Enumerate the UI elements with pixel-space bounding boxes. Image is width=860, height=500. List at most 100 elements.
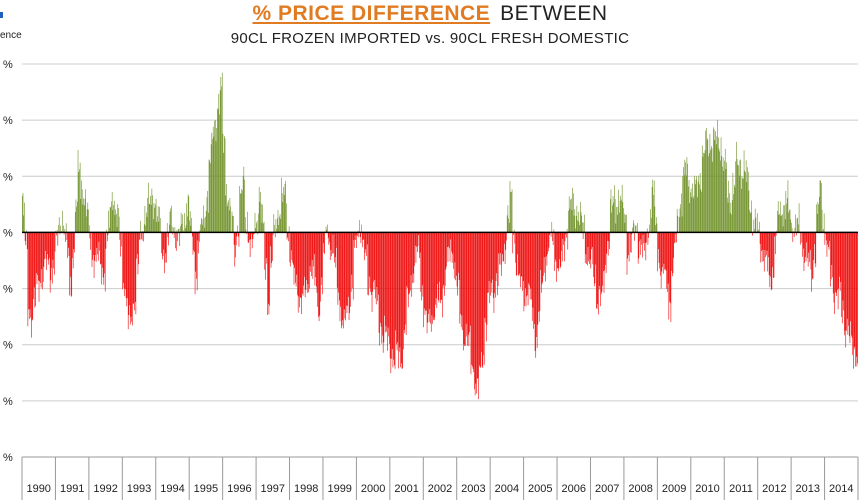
data-bar xyxy=(549,232,550,236)
data-bar xyxy=(689,202,691,233)
data-bar xyxy=(856,232,858,367)
data-bar xyxy=(30,232,31,318)
data-bar xyxy=(266,232,268,264)
x-tick-label: 2010 xyxy=(695,483,719,495)
data-bar xyxy=(518,232,520,276)
data-bar xyxy=(88,209,89,233)
data-bar xyxy=(267,232,268,316)
data-bar xyxy=(674,232,676,243)
data-bar xyxy=(305,232,307,290)
data-bar xyxy=(208,159,210,233)
data-bar xyxy=(449,232,450,249)
data-bar xyxy=(174,227,176,233)
data-bar xyxy=(469,232,470,333)
data-bar xyxy=(134,232,136,302)
data-bar xyxy=(617,206,619,233)
data-bar xyxy=(39,232,41,282)
data-bar xyxy=(206,197,208,233)
data-bar xyxy=(527,232,529,306)
data-bar xyxy=(336,232,337,248)
data-bar xyxy=(463,232,465,344)
data-bar xyxy=(232,215,233,233)
data-bar xyxy=(209,160,210,233)
data-bar xyxy=(508,218,509,233)
data-bar xyxy=(731,200,733,233)
data-bar xyxy=(750,212,752,233)
data-bar xyxy=(419,232,420,259)
data-bar xyxy=(426,232,427,311)
data-bar xyxy=(362,232,364,240)
data-bar xyxy=(203,218,205,233)
data-bar xyxy=(559,232,561,269)
data-bar xyxy=(603,232,604,272)
data-bar xyxy=(63,225,64,233)
data-bar xyxy=(667,232,669,284)
data-bar xyxy=(185,225,187,233)
data-bar xyxy=(510,191,511,233)
data-bar xyxy=(131,232,132,322)
data-bar xyxy=(192,232,194,255)
data-bar xyxy=(51,232,52,269)
data-bar xyxy=(497,232,499,287)
data-bar xyxy=(318,232,320,322)
data-bar xyxy=(524,232,525,306)
data-bar xyxy=(809,232,810,263)
data-bar xyxy=(610,189,612,233)
data-bar xyxy=(669,232,670,302)
data-bar xyxy=(272,232,274,235)
x-tick-label: 2012 xyxy=(762,483,786,495)
data-bar xyxy=(166,232,167,263)
data-bar xyxy=(733,194,734,233)
data-bar xyxy=(322,232,323,295)
data-bar xyxy=(670,232,672,323)
data-bar xyxy=(485,232,486,323)
data-bar xyxy=(371,232,373,313)
data-bar xyxy=(698,175,700,233)
data-bar xyxy=(605,232,606,265)
data-bar xyxy=(628,232,629,256)
data-bar xyxy=(337,232,339,305)
data-bar xyxy=(149,203,151,233)
data-bar xyxy=(834,232,835,315)
data-bar xyxy=(846,232,848,319)
data-bar xyxy=(768,232,770,276)
data-bar xyxy=(759,221,760,233)
data-bar xyxy=(173,227,174,233)
data-bar xyxy=(327,232,329,238)
data-bar xyxy=(294,232,295,268)
x-tick-label: 2002 xyxy=(428,483,452,495)
data-bar xyxy=(272,232,273,261)
data-bar xyxy=(437,232,438,284)
data-bar xyxy=(383,232,385,343)
data-bar xyxy=(755,217,757,233)
data-bar xyxy=(283,195,285,233)
data-bar xyxy=(93,232,94,256)
data-bar xyxy=(161,232,162,254)
data-bar xyxy=(809,232,811,250)
data-bar xyxy=(40,232,42,288)
data-bar xyxy=(175,232,176,249)
data-bar xyxy=(802,232,804,249)
data-bar xyxy=(355,232,357,236)
data-bar xyxy=(658,232,659,250)
data-bar xyxy=(380,232,382,327)
data-bar xyxy=(671,232,672,271)
data-bar xyxy=(582,232,584,239)
data-bar xyxy=(749,210,750,233)
data-bar xyxy=(115,209,116,233)
data-bar xyxy=(521,232,523,277)
data-bar xyxy=(396,232,397,345)
data-bar xyxy=(405,232,407,335)
data-bar xyxy=(627,232,628,259)
data-bar xyxy=(737,164,739,233)
data-bar xyxy=(381,232,383,344)
data-bar xyxy=(307,232,309,285)
data-bar xyxy=(821,182,822,233)
data-bar xyxy=(262,204,263,233)
data-bar xyxy=(162,232,164,256)
data-bar xyxy=(513,229,515,233)
data-bar xyxy=(818,196,820,233)
data-bar xyxy=(645,232,647,261)
data-bar xyxy=(722,166,723,233)
x-tick-label: 2005 xyxy=(528,483,552,495)
